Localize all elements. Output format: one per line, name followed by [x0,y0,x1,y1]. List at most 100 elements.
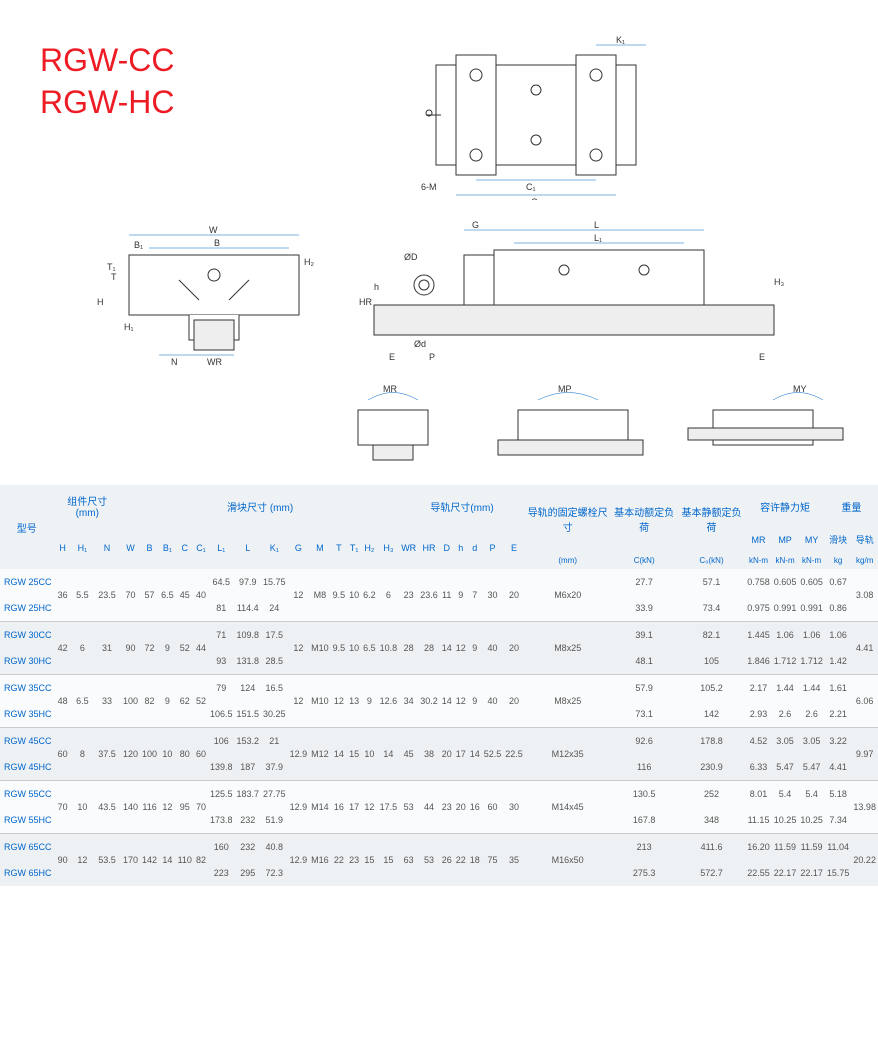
cell-L: 151.5 [235,701,262,728]
cell-model: RGW 45CC [0,728,54,755]
cell-MP: 10.25 [772,807,799,834]
cell-rw: 9.97 [851,728,878,781]
cell-HR: 38 [418,728,440,781]
cell-C1: 40 [194,569,208,622]
cell-H2: 6.5 [361,622,378,675]
svg-text:L₁: L₁ [594,233,602,243]
cell-L: 153.2 [235,728,262,755]
cell-N: 23.5 [93,569,121,622]
cell-L1: 173.8 [208,807,235,834]
cell-B: 142 [140,834,159,887]
front-section-diagram: W B₁ B H₂ T₁ T H H₁ N WR [89,210,319,370]
cell-MY: 11.59 [798,834,825,861]
cell-D: 20 [440,728,454,781]
svg-text:Ød: Ød [414,339,426,349]
cell-bolt: M8x25 [525,675,611,728]
cell-L1: 125.5 [208,781,235,808]
cell-MY: 1.712 [798,648,825,675]
cell-MY: 0.991 [798,595,825,622]
cell-L1: 160 [208,834,235,861]
cell-L1: 93 [208,648,235,675]
cell-CkN: 27.7 [611,569,678,595]
col-stat: 基本静额定负荷 [678,485,745,552]
cell-K1: 40.8 [261,834,288,861]
cell-bolt: M14x45 [525,781,611,834]
svg-text:E: E [759,352,765,362]
svg-text:ØD: ØD [404,252,418,262]
svg-text:E: E [389,352,395,362]
cell-L: 114.4 [235,595,262,622]
svg-text:B₁: B₁ [134,240,143,250]
svg-text:T₁: T₁ [107,262,116,272]
cell-model: RGW 30HC [0,648,54,675]
cell-MR: 2.93 [745,701,772,728]
cell-W: 90 [121,622,140,675]
cell-bw: 1.06 [825,622,852,649]
cell-CkN: 213 [611,834,678,861]
side-view-diagram: G L L₁ ØD HR h Ød E P E H₃ [349,210,789,370]
cell-bw: 0.67 [825,569,852,595]
cell-C0kN: 572.7 [678,860,745,886]
svg-text:HR: HR [359,297,372,307]
cell-T: 9.5 [331,569,348,622]
cell-K1: 37.9 [261,754,288,781]
cell-model: RGW 25CC [0,569,54,595]
cell-P: 40 [482,622,504,675]
cell-D: 11 [440,569,454,622]
cell-L: 295 [235,860,262,886]
cell-MP: 1.712 [772,648,799,675]
cell-h: 22 [454,834,468,887]
cell-B: 72 [140,622,159,675]
cell-P: 40 [482,675,504,728]
cell-C0kN: 178.8 [678,728,745,755]
cell-K1: 17.5 [261,622,288,649]
cell-D: 14 [440,622,454,675]
cell-CkN: 275.3 [611,860,678,886]
cell-C: 95 [176,781,194,834]
svg-text:6-M: 6-M [421,182,437,192]
cell-model: RGW 65CC [0,834,54,861]
cell-H: 42 [54,622,72,675]
cell-bw: 2.21 [825,701,852,728]
cell-T1: 10 [347,569,361,622]
svg-text:C: C [531,197,538,200]
svg-text:H₃: H₃ [774,277,784,287]
cell-L: 187 [235,754,262,781]
cell-h: 9 [454,569,468,622]
cell-H3: 15 [378,834,400,887]
specifications-table: 型号 组件尺寸 (mm) 滑块尺寸 (mm) 导轨尺寸(mm) 导轨的固定螺栓尺… [0,485,878,886]
cell-MR: 22.55 [745,860,772,886]
cell-L1: 79 [208,675,235,702]
cell-W: 70 [121,569,140,622]
cell-L: 97.9 [235,569,262,595]
cell-C0kN: 142 [678,701,745,728]
cell-M: M12 [309,728,331,781]
col-block: 滑块尺寸 (mm) [121,485,399,527]
svg-text:T: T [111,272,117,282]
cell-bolt: M12x35 [525,728,611,781]
cell-B1: 10 [159,728,176,781]
cell-N: 37.5 [93,728,121,781]
svg-text:WR: WR [207,357,222,367]
cell-H1: 5.5 [72,569,93,622]
cell-H2: 9 [361,675,378,728]
cell-WR: 23 [399,569,418,622]
cell-D: 14 [440,675,454,728]
cell-CkN: 167.8 [611,807,678,834]
cell-W: 140 [121,781,140,834]
cell-C0kN: 252 [678,781,745,808]
cell-model: RGW 35CC [0,675,54,702]
col-bolt: 导轨的固定螺栓尺寸 [525,485,611,552]
cell-HR: 28 [418,622,440,675]
col-rail: 导轨尺寸(mm) [399,485,525,527]
cell-MY: 5.47 [798,754,825,781]
cell-H1: 8 [72,728,93,781]
cell-C1: 82 [194,834,208,887]
cell-E: 22.5 [503,728,525,781]
cell-D: 26 [440,834,454,887]
cell-bw: 5.18 [825,781,852,808]
cell-B: 57 [140,569,159,622]
cell-L1: 81 [208,595,235,622]
cell-MR: 8.01 [745,781,772,808]
title-line-2: RGW-HC [40,82,175,124]
